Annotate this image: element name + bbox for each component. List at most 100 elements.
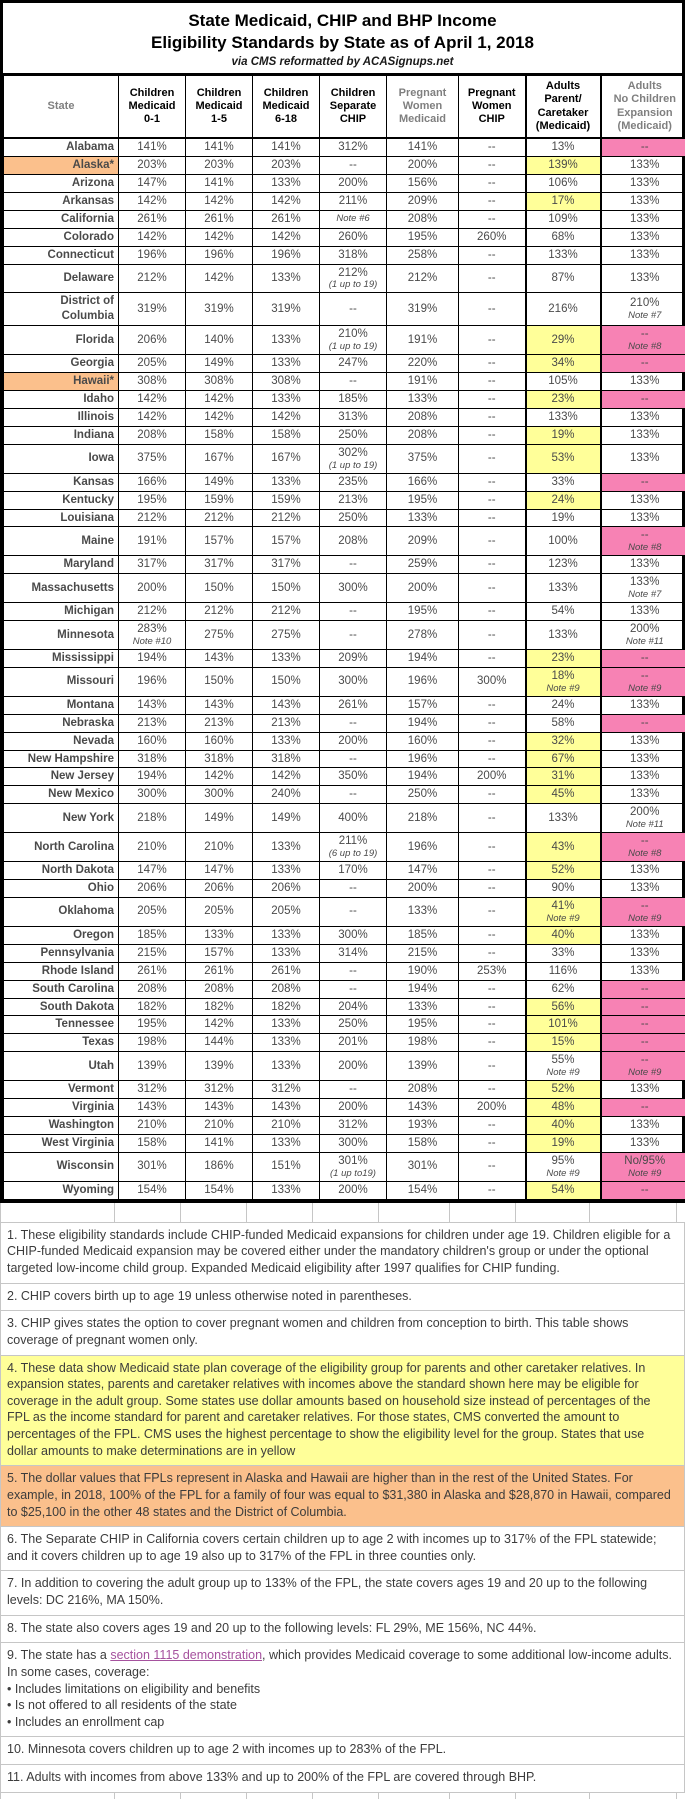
value-cell: 196%: [387, 833, 459, 862]
value-cell: 260%: [320, 228, 387, 246]
value-cell: 160%: [119, 732, 186, 750]
value-cell: 313%: [320, 408, 387, 426]
value-cell: 133%: [601, 491, 685, 509]
cell-value: 133%: [255, 1035, 317, 1050]
cell-value: 158%: [255, 428, 317, 443]
value-cell: 208%: [387, 210, 459, 228]
cell-value: 87%: [529, 271, 598, 286]
value-cell: --: [320, 897, 387, 926]
cell-value: --: [461, 752, 523, 767]
cell-value: 133%: [255, 928, 317, 943]
value-cell: 212%: [119, 509, 186, 527]
cell-value: --: [604, 899, 685, 914]
value-cell: 141%: [186, 1135, 253, 1153]
value-cell: --: [459, 1181, 526, 1199]
value-cell: 133%: [387, 897, 459, 926]
cell-value: --: [322, 604, 384, 619]
value-cell: --: [459, 621, 526, 650]
value-cell: Note #6: [320, 210, 387, 228]
value-cell: --: [601, 1181, 685, 1199]
cell-value: 106%: [529, 176, 598, 191]
cell-value: 133%: [604, 752, 685, 767]
value-cell: 19%: [526, 509, 601, 527]
value-cell: --: [459, 174, 526, 192]
value-cell: 210%Note #7: [601, 293, 685, 326]
cell-value: 196%: [121, 674, 183, 689]
value-cell: 300%: [320, 926, 387, 944]
cell-value: 142%: [121, 230, 183, 245]
cell-value: 210%: [121, 1118, 183, 1133]
cell-value: 210%: [121, 840, 183, 855]
value-cell: 198%: [387, 1034, 459, 1052]
cell-value: 319%: [389, 302, 456, 317]
value-cell: 34%: [526, 355, 601, 373]
cell-value: --: [461, 716, 523, 731]
cell-value: 195%: [389, 604, 456, 619]
value-cell: 212%: [253, 603, 320, 621]
state-name: Delaware: [4, 264, 119, 293]
value-cell: --: [459, 426, 526, 444]
value-cell: 185%: [119, 926, 186, 944]
cell-value: 142%: [255, 410, 317, 425]
cell-value: 133%: [604, 928, 685, 943]
cell-value: 190%: [389, 964, 456, 979]
value-cell: 194%: [387, 649, 459, 667]
value-cell: 194%: [387, 768, 459, 786]
value-cell: --Note #8: [601, 527, 685, 556]
value-cell: 318%: [119, 750, 186, 768]
value-cell: 206%: [119, 326, 186, 355]
value-cell: 250%: [387, 786, 459, 804]
value-cell: 142%: [253, 768, 320, 786]
cell-value: 195%: [121, 1017, 183, 1032]
value-cell: 52%: [526, 1081, 601, 1099]
cell-value: 200%: [604, 805, 685, 820]
cell-value: --: [461, 928, 523, 943]
value-cell: 142%: [119, 408, 186, 426]
cell-value: --: [461, 651, 523, 666]
cell-value: 160%: [121, 734, 183, 749]
section-1115-demonstration-link[interactable]: section 1115 demonstration: [110, 1648, 262, 1662]
cell-value: 314%: [322, 946, 384, 961]
footnote-text: 3. CHIP gives states the option to cover…: [7, 1315, 674, 1348]
value-cell: 203%: [253, 156, 320, 174]
value-cell: 200%: [459, 1099, 526, 1117]
empty-grid-cell: [247, 1203, 313, 1222]
value-cell: --: [459, 390, 526, 408]
cell-value: 375%: [121, 451, 183, 466]
value-cell: 19%: [526, 426, 601, 444]
value-cell: 133%: [601, 862, 685, 880]
value-cell: 48%: [526, 1099, 601, 1117]
value-cell: 133%: [601, 192, 685, 210]
cell-value: 260%: [322, 230, 384, 245]
state-name: Maine: [4, 527, 119, 556]
cell-value: 200%: [322, 734, 384, 749]
cell-value: 157%: [188, 946, 250, 961]
cell-value: 200%: [322, 1100, 384, 1115]
value-cell: 139%: [387, 1052, 459, 1081]
value-cell: 196%: [186, 246, 253, 264]
value-cell: 182%: [186, 998, 253, 1016]
cell-value: 212%: [121, 604, 183, 619]
value-cell: 109%: [526, 210, 601, 228]
value-cell: --: [601, 649, 685, 667]
cell-value: 133%: [604, 212, 685, 227]
value-cell: 196%: [253, 246, 320, 264]
value-cell: 211%: [320, 192, 387, 210]
cell-value: 210%: [604, 296, 685, 311]
cell-value: 101%: [529, 1017, 598, 1032]
cell-value: 143%: [188, 651, 250, 666]
cell-value: 109%: [529, 212, 598, 227]
value-cell: 143%: [119, 1099, 186, 1117]
cell-value: --: [461, 534, 523, 549]
value-cell: --: [459, 156, 526, 174]
value-cell: 208%: [253, 980, 320, 998]
